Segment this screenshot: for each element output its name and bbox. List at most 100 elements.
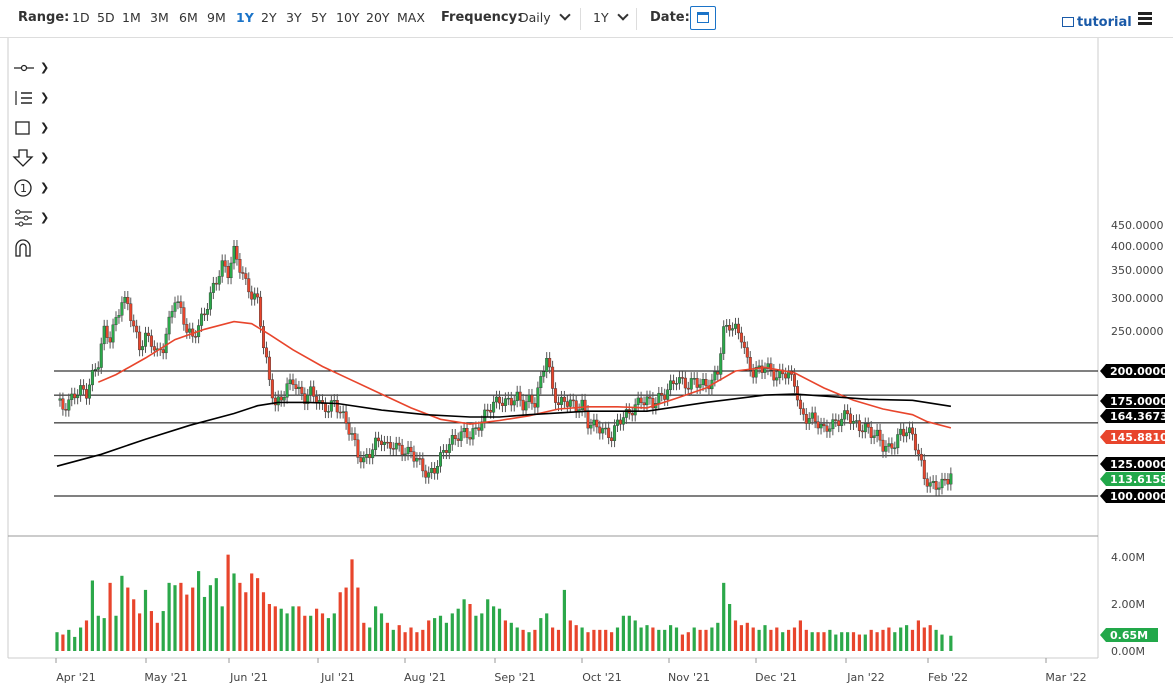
candle-down: [465, 428, 469, 438]
candle-down: [772, 370, 776, 381]
period-select[interactable]: 1Y: [593, 9, 629, 25]
x-tick-label: Jun '21: [229, 671, 268, 684]
candle-down: [557, 402, 561, 405]
candle-up: [117, 315, 121, 318]
candle-down: [356, 439, 360, 458]
candle-down: [533, 403, 537, 408]
range-button-10y[interactable]: 10Y: [336, 10, 360, 25]
volume-bar: [226, 554, 230, 651]
candle-up: [831, 419, 835, 430]
volume-bar: [875, 632, 879, 651]
candle-down: [312, 386, 316, 397]
magnet-tool[interactable]: [12, 238, 46, 260]
candle-up: [326, 411, 330, 413]
range-button-2y[interactable]: 2Y: [261, 10, 277, 25]
candle-down: [61, 398, 65, 410]
candle-down: [64, 409, 68, 411]
candle-up: [87, 384, 91, 399]
range-button-1y[interactable]: 1Y: [236, 10, 254, 25]
candle-down: [683, 377, 687, 389]
volume-bar: [633, 620, 637, 651]
calendar-button[interactable]: [690, 6, 716, 30]
candle-down: [686, 387, 690, 390]
range-button-5y[interactable]: 5Y: [311, 10, 327, 25]
candle-up: [176, 301, 180, 304]
volume-bar: [61, 634, 65, 651]
candle-down: [380, 440, 384, 445]
candle-up: [450, 435, 454, 445]
candle-up: [309, 386, 313, 396]
candle-down: [846, 410, 850, 415]
range-button-9m[interactable]: 9M: [207, 10, 226, 25]
range-button-max[interactable]: MAX: [397, 10, 425, 25]
volume-bar: [356, 587, 360, 651]
range-button-1d[interactable]: 1D: [72, 10, 90, 25]
candle-up: [843, 410, 847, 420]
volume-bar: [722, 582, 726, 651]
candle-up: [173, 302, 177, 312]
candle-down: [238, 259, 242, 273]
volume-bar: [409, 627, 413, 651]
range-button-6m[interactable]: 6M: [179, 10, 198, 25]
candle-down: [226, 266, 230, 279]
volume-bar: [332, 613, 336, 651]
candle-down: [586, 411, 590, 429]
candle-up: [893, 447, 897, 450]
candle-up: [232, 245, 236, 264]
volume-bar: [256, 578, 260, 651]
arrow-down-tool[interactable]: ❯: [12, 148, 49, 170]
candle-down: [548, 358, 552, 368]
volume-bar: [285, 613, 289, 651]
tutorial-link[interactable]: tutorial: [1062, 15, 1132, 30]
candle-up: [459, 431, 463, 441]
fibonacci-tool[interactable]: ❯: [12, 88, 49, 110]
volume-bar: [126, 587, 130, 651]
candle-down: [571, 399, 575, 402]
candle-up: [167, 316, 171, 335]
range-button-3y[interactable]: 3Y: [286, 10, 302, 25]
candle-down: [397, 442, 401, 446]
horizontal-lines: [54, 370, 1098, 497]
chevron-right-icon: ❯: [40, 181, 50, 194]
candle-up: [67, 399, 71, 411]
menu-icon[interactable]: [1138, 12, 1152, 25]
volume-bar: [834, 634, 838, 651]
candle-up: [713, 371, 717, 381]
crosshair-tool[interactable]: ❯: [12, 58, 49, 80]
range-button-20y[interactable]: 20Y: [366, 10, 390, 25]
volume-bar: [179, 582, 183, 651]
candle-up: [76, 395, 80, 399]
candle-up: [701, 379, 705, 385]
volume-bar: [90, 580, 94, 651]
candle-up: [657, 392, 661, 404]
frequency-select[interactable]: Daily: [519, 9, 571, 25]
pattern-tool[interactable]: ❯: [12, 208, 49, 230]
x-tick-label: Jan '22: [846, 671, 884, 684]
rectangle-tool[interactable]: ❯: [12, 118, 49, 140]
range-button-1m[interactable]: 1M: [122, 10, 141, 25]
price-tick-label: 400.0000: [1111, 240, 1164, 253]
candle-up: [689, 378, 693, 390]
volume-bar: [191, 587, 195, 651]
candle-down: [202, 313, 206, 316]
candle-up: [616, 419, 620, 426]
candle-up: [604, 427, 608, 430]
price-tag-label: 145.8810: [1110, 431, 1168, 444]
volume-bar: [949, 635, 953, 651]
volume-bar: [710, 627, 714, 651]
candle-up: [200, 313, 204, 326]
volume-bar: [704, 629, 708, 651]
candle-down: [433, 468, 437, 474]
volume-bar: [385, 622, 389, 651]
film-icon: [1062, 17, 1074, 27]
candle-up: [288, 379, 292, 384]
candle-down: [244, 273, 248, 279]
candle-down: [418, 458, 422, 460]
range-button-3m[interactable]: 3M: [150, 10, 169, 25]
price-chart[interactable]: 450.0000 400.0000 350.0000 300.0000 250.0000…: [0, 38, 1173, 696]
volume-bar: [716, 622, 720, 651]
candle-down: [878, 429, 882, 441]
range-button-5d[interactable]: 5D: [97, 10, 115, 25]
candle-up: [568, 399, 572, 407]
number-marker-tool[interactable]: 1 ❯: [12, 178, 50, 200]
